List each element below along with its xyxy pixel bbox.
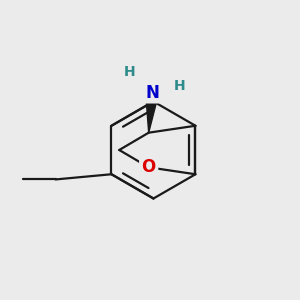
Text: H: H [124,65,136,79]
Polygon shape [146,92,159,133]
Text: N: N [145,84,159,102]
Text: O: O [142,158,156,176]
Text: H: H [174,79,186,93]
